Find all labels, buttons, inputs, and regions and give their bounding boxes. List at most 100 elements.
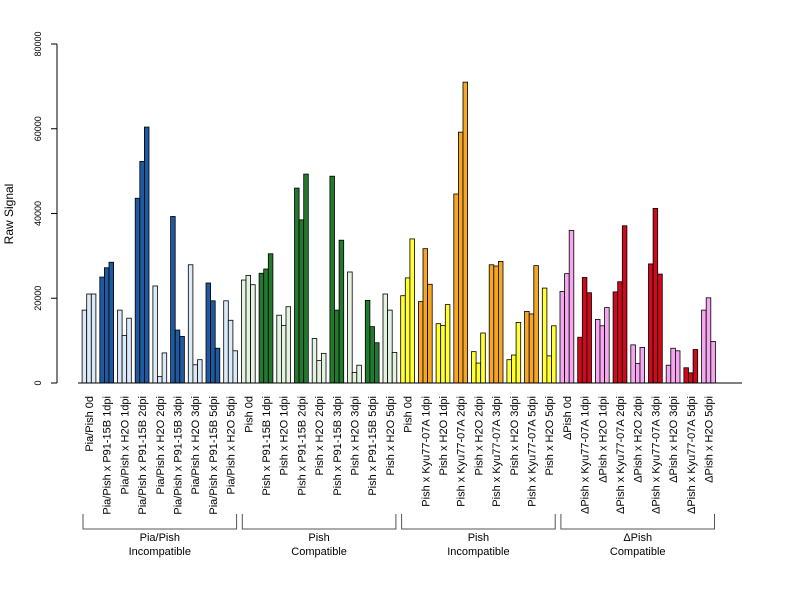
x-category-label: Pia/Pish x H2O 5dpi (226, 396, 238, 494)
bar (417, 301, 424, 384)
bar (564, 273, 570, 384)
group-bracket (241, 514, 397, 530)
bar (599, 325, 605, 384)
bar (586, 292, 592, 384)
bar (471, 351, 477, 384)
group-label-line2: Incompatible (447, 546, 509, 558)
x-category-label: Pish x P91-15B 3dpi (332, 396, 344, 496)
bar (347, 271, 353, 384)
bar (453, 193, 459, 384)
bar (210, 300, 216, 384)
x-category-label: Pish x H2O 5dpi (544, 396, 556, 475)
bar (298, 219, 305, 384)
y-tick-label: 60000 (33, 116, 43, 141)
x-category-label: Pia/Pish x P91-15B 2dpi (137, 396, 149, 515)
bar (334, 309, 340, 384)
x-category-label: ΔPish x H2O 2dpi (633, 396, 645, 483)
bar (391, 352, 398, 384)
group-brackets: Pia/Pish Incompatible Pish Compatible Pish In… (82, 514, 715, 558)
x-category-label: Pia/Pish x P91-15B 5dpi (208, 396, 220, 515)
x-category-label: Pish x Kyu77-07A 1dpi (420, 396, 432, 507)
x-category-label: Pish x Kyu77-07A 5dpi (527, 396, 539, 507)
bar (90, 293, 97, 384)
bar (511, 354, 517, 384)
x-category-label: Pish x H2O 3dpi (509, 396, 521, 475)
y-axis: 0 20000 40000 60000 80000 (33, 31, 58, 386)
x-category-label: Pish x H2O 1dpi (438, 396, 450, 475)
bar (444, 304, 451, 384)
bar (294, 187, 300, 384)
bar (440, 324, 446, 384)
bar (170, 216, 176, 384)
bar (329, 175, 335, 384)
bar (338, 239, 345, 384)
group-bracket (401, 514, 556, 530)
y-tick-label: 20000 (33, 286, 43, 311)
bar (515, 321, 522, 384)
group-label-line2: Incompatible (129, 546, 191, 558)
group-bracket (560, 514, 715, 530)
x-category-label: ΔPish x H2O 3dpi (668, 396, 680, 483)
bar (263, 268, 269, 384)
bar (250, 284, 256, 384)
bar (652, 208, 659, 384)
bar (285, 306, 291, 384)
x-category-label: ΔPish x Kyu77-07A 3dpi (650, 396, 662, 514)
bar (604, 307, 610, 384)
x-category-label: Pish x H2O 3dpi (350, 396, 362, 475)
bar (675, 350, 681, 384)
bar (551, 325, 557, 384)
bar (227, 319, 234, 384)
bar (710, 341, 716, 384)
x-category-label: Pish x H2O 2dpi (473, 396, 485, 475)
bar (316, 360, 322, 384)
bar (387, 309, 393, 384)
y-tick-label: 0 (33, 380, 43, 385)
bar (577, 336, 583, 384)
bar (595, 319, 601, 384)
bar (104, 267, 110, 384)
bar (665, 364, 672, 384)
bar (617, 281, 623, 384)
category-labels: Pia/Pish 0d Pia/Pish x P91-15B 1dpi Pia/Pi… (84, 396, 716, 515)
bar (81, 309, 88, 384)
bar (134, 197, 141, 384)
bar (692, 349, 699, 384)
x-category-label: Pish x P91-15B 2dpi (296, 396, 308, 496)
bar (364, 299, 371, 384)
bar (559, 291, 565, 384)
bar (117, 309, 123, 384)
bar (223, 300, 229, 384)
bar (488, 264, 495, 384)
bar (240, 279, 247, 384)
x-category-label: ΔPish x Kyu77-07A 1dpi (580, 396, 592, 514)
bar (258, 272, 265, 384)
bar (320, 352, 327, 384)
group-label-line1: ΔPish (623, 532, 652, 544)
bar (205, 282, 211, 384)
bar (404, 277, 411, 384)
bar (493, 265, 499, 384)
x-category-label: Pish x H2O 1dpi (279, 396, 291, 475)
group-label-line2: Compatible (610, 546, 666, 558)
bar (232, 350, 238, 384)
x-category-label: Pia/Pish 0d (84, 396, 96, 452)
bar (422, 248, 428, 384)
bar (192, 364, 198, 384)
bar (267, 253, 274, 384)
bar (639, 346, 645, 384)
bar (670, 347, 676, 384)
bar (475, 362, 482, 384)
bar (126, 317, 132, 384)
bar (174, 329, 181, 384)
bar (541, 287, 548, 384)
x-category-label: ΔPish x H2O 1dpi (597, 396, 609, 483)
bar (568, 230, 575, 384)
y-tick-label: 80000 (33, 31, 43, 56)
bar (187, 264, 194, 384)
group-bracket (82, 514, 238, 530)
bar (435, 323, 442, 384)
bar (705, 297, 712, 384)
bar (86, 293, 92, 384)
bar (630, 344, 636, 384)
